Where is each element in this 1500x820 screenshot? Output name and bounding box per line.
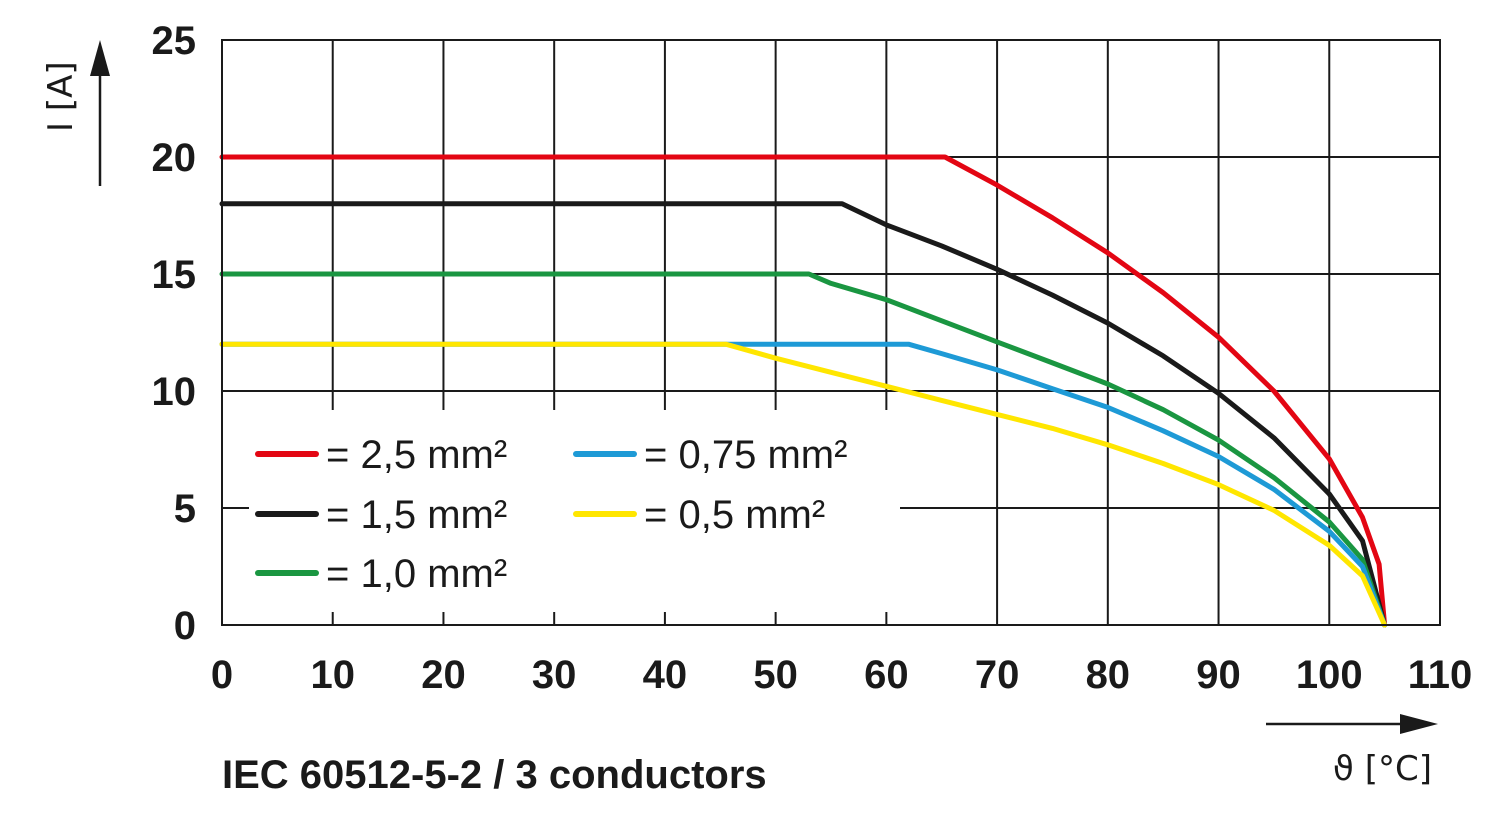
legend-box <box>249 410 900 612</box>
y-tick-label: 25 <box>152 19 197 63</box>
y-tick-label: 20 <box>152 136 197 180</box>
x-tick-label: 10 <box>310 653 355 697</box>
chart-caption: IEC 60512-5-2 / 3 conductors <box>222 753 767 797</box>
series-line-2 <box>219 271 1388 628</box>
x-axis-arrow-head <box>1400 714 1438 734</box>
y-tick-label: 0 <box>174 604 196 648</box>
series-line-0 <box>219 154 1388 628</box>
series-line-3 <box>219 341 1388 628</box>
x-tick-labels: 0 10 20 30 40 50 60 70 80 90 100 110 <box>211 653 1472 697</box>
legend-label-3: = 0,75 mm² <box>644 433 847 477</box>
y-tick-labels: 0 5 10 15 20 25 <box>152 19 197 648</box>
legend-label-4: = 0,5 mm² <box>644 493 825 537</box>
legend-label-1: = 1,5 mm² <box>326 493 507 537</box>
x-tick-label: 110 <box>1408 653 1473 697</box>
x-tick-label: 100 <box>1296 653 1363 697</box>
x-tick-label: 50 <box>753 653 798 697</box>
y-tick-label: 5 <box>174 487 196 531</box>
y-axis-label: I [A] <box>41 61 81 132</box>
x-axis-label: ϑ [°C] <box>1333 749 1432 789</box>
y-axis-arrow-head <box>90 40 110 76</box>
series-layer <box>219 154 1388 628</box>
legend-label-0: = 2,5 mm² <box>326 433 507 477</box>
y-tick-label: 10 <box>152 370 197 414</box>
plot-frame <box>221 39 1441 626</box>
x-tick-label: 60 <box>864 653 909 697</box>
legend: = 2,5 mm² = 1,5 mm² = 1,0 mm² = 0,75 mm² = 0… <box>255 433 847 596</box>
x-tick-label: 0 <box>211 653 233 697</box>
x-tick-label: 30 <box>532 653 577 697</box>
x-tick-label: 40 <box>643 653 688 697</box>
x-tick-label: 70 <box>975 653 1020 697</box>
series-line-4 <box>219 341 1388 628</box>
legend-label-2: = 1,0 mm² <box>326 552 507 596</box>
series-line-1 <box>219 201 1388 628</box>
x-tick-label: 90 <box>1196 653 1241 697</box>
y-tick-label: 15 <box>152 253 197 297</box>
x-tick-label: 20 <box>421 653 466 697</box>
x-tick-label: 80 <box>1086 653 1131 697</box>
